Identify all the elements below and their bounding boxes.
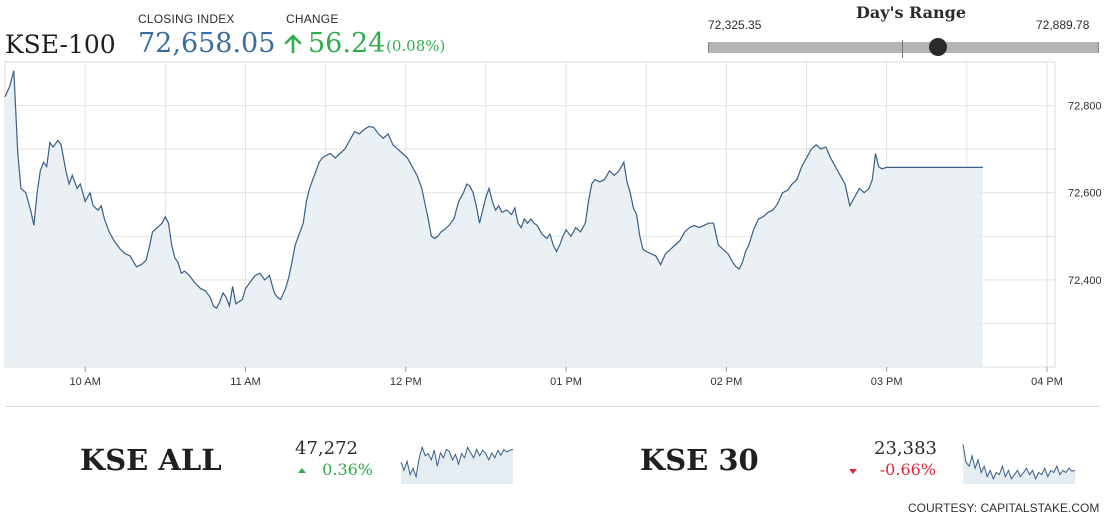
sparkline-fill bbox=[963, 444, 1075, 484]
index-series-line bbox=[4, 70, 983, 310]
y-tick-label: 72,800 bbox=[1068, 101, 1102, 113]
x-tick-label: 04 PM bbox=[1031, 376, 1063, 388]
triangle-down-icon bbox=[849, 469, 857, 474]
x-tick-label: 01 PM bbox=[550, 376, 582, 388]
kse-all-change: 0.36% bbox=[322, 460, 373, 479]
triangle-up-icon bbox=[298, 468, 306, 473]
sparkline-line bbox=[400, 445, 514, 479]
kse-all-name: KSE ALL bbox=[80, 443, 222, 477]
index-name: KSE-100 bbox=[5, 30, 116, 59]
y-tick-label: 72,600 bbox=[1068, 188, 1102, 200]
change-percent: (0.08%) bbox=[386, 37, 446, 55]
closing-index-label: CLOSING INDEX bbox=[138, 12, 235, 26]
section-divider bbox=[5, 406, 1100, 407]
change-value: 56.24 bbox=[308, 28, 386, 59]
closing-index-value: 72,658.05 bbox=[138, 28, 276, 59]
sparkline-fill bbox=[401, 447, 513, 484]
x-tick-label: 02 PM bbox=[710, 376, 742, 388]
kse-30-name: KSE 30 bbox=[640, 443, 759, 477]
change-label: CHANGE bbox=[286, 12, 339, 26]
x-tick-label: 10 AM bbox=[70, 376, 101, 388]
kse-all-sparkline bbox=[400, 445, 514, 484]
sparkline-line bbox=[962, 444, 1076, 481]
kse-30-sparkline bbox=[962, 444, 1076, 484]
days-range-low: 72,325.35 bbox=[708, 18, 762, 32]
x-tick-label: 03 PM bbox=[871, 376, 903, 388]
intraday-chart: 10 AM 11 AM 12 PM 01 PM 02 PM 03 PM 04 PM 72,40… bbox=[4, 61, 1102, 388]
arrow-up-icon bbox=[284, 34, 302, 54]
kse-30-change: -0.66% bbox=[879, 460, 936, 479]
days-range-midpoint-tick bbox=[902, 40, 903, 58]
x-tick-label: 11 AM bbox=[230, 376, 260, 388]
index-area-fill bbox=[5, 70, 983, 367]
days-range-track bbox=[708, 42, 1099, 53]
y-tick-label: 72,400 bbox=[1068, 275, 1102, 287]
days-range-current-marker bbox=[929, 38, 948, 56]
kse-30-value: 23,383 bbox=[874, 438, 937, 459]
days-range-title: Day's Range bbox=[856, 3, 967, 22]
kse-all-value: 47,272 bbox=[295, 438, 358, 459]
x-tick-label: 12 PM bbox=[390, 376, 422, 388]
days-range-high: 72,889.78 bbox=[1036, 18, 1090, 32]
courtesy-credit: COURTESY: CAPITALSTAKE.COM bbox=[908, 501, 1100, 515]
